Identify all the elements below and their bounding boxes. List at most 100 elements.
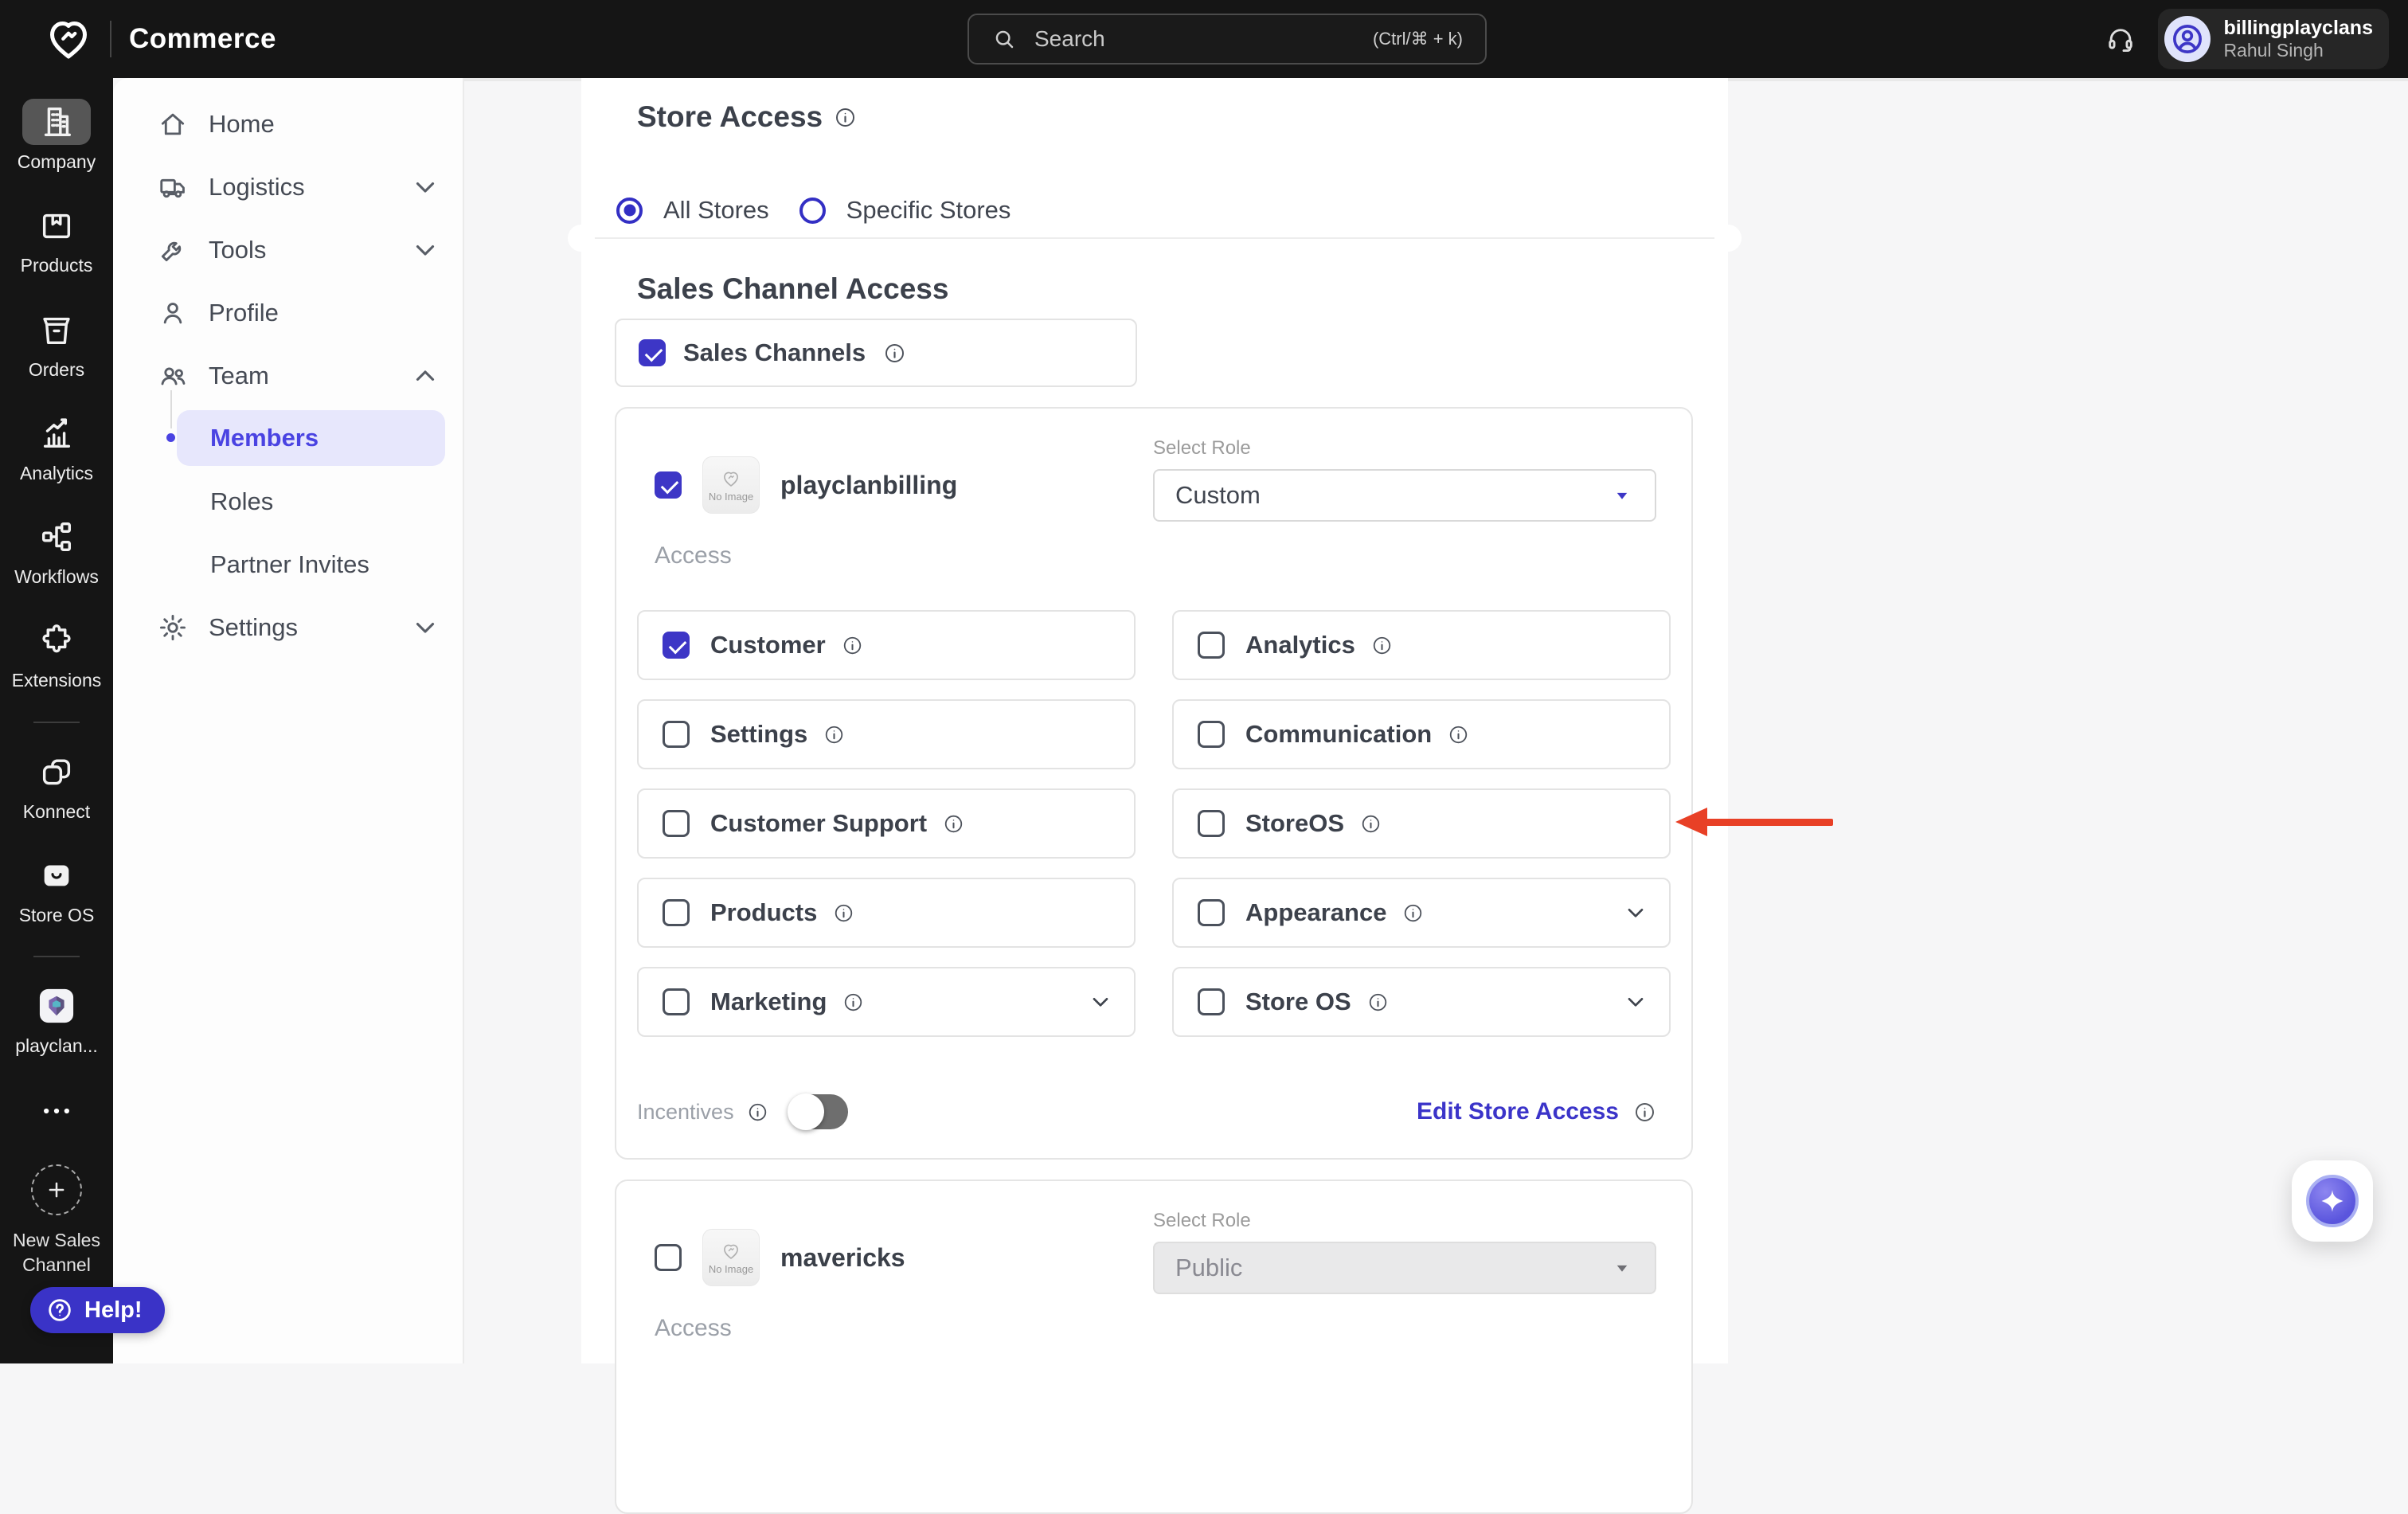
radio-all-stores[interactable]: All Stores — [616, 196, 769, 225]
permission-card[interactable]: Products — [637, 878, 1136, 948]
search-input[interactable] — [1034, 26, 1355, 52]
edit-store-access-label: Edit Store Access — [1417, 1098, 1619, 1125]
permission-card[interactable]: Customer Support — [637, 788, 1136, 859]
radio-label: All Stores — [663, 196, 769, 224]
info-icon[interactable] — [842, 635, 863, 656]
info-icon[interactable] — [833, 902, 854, 924]
permission-card[interactable]: Communication — [1172, 699, 1671, 769]
support-headset-icon[interactable] — [2105, 24, 2136, 54]
chevron-down-icon[interactable] — [410, 612, 440, 643]
permission-card[interactable]: Marketing — [637, 967, 1136, 1037]
sidebar-item[interactable]: Company — [0, 99, 113, 172]
sidebar-item[interactable]: Store OS — [0, 852, 113, 925]
sidebar-item[interactable]: Konnect — [0, 749, 113, 822]
permission-checkbox[interactable] — [1198, 632, 1225, 659]
nav-item[interactable]: Home — [113, 92, 463, 155]
permission-card[interactable]: Customer — [637, 610, 1136, 680]
info-icon[interactable] — [1360, 813, 1382, 835]
question-icon — [46, 1297, 73, 1324]
info-icon[interactable] — [943, 813, 964, 835]
edit-store-access-link[interactable]: Edit Store Access — [1417, 1098, 1656, 1125]
channel-checkbox[interactable] — [655, 1244, 682, 1271]
permission-checkbox[interactable] — [663, 632, 690, 659]
info-icon[interactable] — [1367, 992, 1389, 1013]
permission-card[interactable]: Store OS — [1172, 967, 1671, 1037]
permission-checkbox[interactable] — [663, 899, 690, 926]
permission-checkbox[interactable] — [1198, 988, 1225, 1015]
permission-card[interactable]: Appearance — [1172, 878, 1671, 948]
info-icon[interactable] — [1633, 1101, 1656, 1124]
info-icon[interactable] — [1371, 635, 1393, 656]
channel-card-playclanbilling: No Image playclanbilling Select Role Cus… — [615, 407, 1693, 1160]
sales-channels-checkbox[interactable] — [639, 339, 666, 366]
sidebar-item[interactable]: playclan... — [0, 983, 113, 1056]
assistant-fab[interactable] — [2292, 1160, 2373, 1242]
no-image-label: No Image — [708, 490, 754, 503]
user-menu[interactable]: billingplayclans Rahul Singh — [2158, 9, 2389, 69]
secondary-nav: Home Logistics Tools Profile Team M — [113, 78, 464, 1363]
permission-checkbox[interactable] — [1198, 810, 1225, 837]
brand: Commerce — [45, 0, 276, 78]
nav-item[interactable]: Settings — [113, 596, 463, 659]
nav-item[interactable]: Team — [113, 344, 463, 407]
info-icon[interactable] — [1402, 902, 1424, 924]
permission-checkbox[interactable] — [1198, 721, 1225, 748]
caret-down-icon — [1610, 483, 1634, 507]
permission-checkbox[interactable] — [663, 810, 690, 837]
role-select[interactable]: Custom — [1153, 469, 1656, 522]
incentives-toggle[interactable] — [787, 1093, 848, 1130]
ellipsis-icon — [39, 1093, 74, 1129]
playclan-app-icon — [38, 988, 75, 1024]
chevron-down-icon[interactable] — [410, 172, 440, 202]
select-role-label: Select Role — [1153, 437, 1251, 459]
info-icon[interactable] — [834, 106, 857, 129]
global-search[interactable]: (Ctrl/⌘ + k) — [968, 14, 1487, 65]
sales-channels-master-checkbox-row[interactable]: Sales Channels — [615, 319, 1137, 387]
sidebar-item[interactable]: Analytics — [0, 410, 113, 483]
nav-item-label: Tools — [209, 235, 267, 264]
permissions-grid: Customer Analytics Settings — [637, 610, 1671, 1037]
channel-thumbnail: No Image — [702, 456, 760, 514]
radio-specific-stores[interactable]: Specific Stores — [799, 196, 1010, 225]
permission-card[interactable]: StoreOS — [1172, 788, 1671, 859]
channel-checkbox[interactable] — [655, 471, 682, 499]
sidebar-item[interactable]: Orders — [0, 307, 113, 380]
permission-card[interactable]: Settings — [637, 699, 1136, 769]
permission-checkbox[interactable] — [1198, 899, 1225, 926]
sidebar-item[interactable]: Products — [0, 202, 113, 276]
info-icon[interactable] — [823, 724, 845, 745]
permission-checkbox[interactable] — [663, 721, 690, 748]
sparkle-circle — [2306, 1175, 2359, 1227]
sidebar-item-label: Company — [17, 152, 96, 172]
sidebar-item[interactable]: Workflows — [0, 514, 113, 587]
radio-unselected-icon[interactable] — [799, 197, 826, 224]
permission-label: Analytics — [1245, 631, 1355, 659]
nav-item[interactable]: Profile — [113, 281, 463, 344]
nav-item-label: Partner Invites — [210, 550, 369, 578]
permission-card[interactable]: Analytics — [1172, 610, 1671, 680]
sidebar-section-divider — [33, 956, 80, 958]
people-icon — [158, 361, 188, 391]
radio-selected-icon[interactable] — [616, 197, 643, 224]
nav-item[interactable]: Members — [177, 410, 445, 466]
nav-item[interactable]: Partner Invites — [113, 533, 463, 596]
nav-item[interactable]: Roles — [113, 470, 463, 533]
sidebar-more-button[interactable] — [39, 1093, 74, 1133]
help-button[interactable]: Help! — [30, 1287, 165, 1333]
info-icon[interactable] — [883, 342, 906, 365]
search-icon — [991, 26, 1017, 52]
chevron-up-icon[interactable] — [410, 361, 440, 391]
puzzle-icon — [38, 622, 75, 659]
nav-item[interactable]: Logistics — [113, 155, 463, 218]
new-sales-channel-button[interactable]: New Sales Channel — [9, 1164, 104, 1277]
chevron-down-icon[interactable] — [410, 235, 440, 265]
sidebar-item[interactable]: Extensions — [0, 617, 113, 690]
role-select-disabled[interactable]: Public — [1153, 1242, 1656, 1294]
person-icon — [158, 298, 188, 328]
permission-checkbox[interactable] — [663, 988, 690, 1015]
info-icon[interactable] — [747, 1101, 768, 1123]
nav-item[interactable]: Tools — [113, 218, 463, 281]
info-icon[interactable] — [1448, 724, 1469, 745]
heart-logo-icon — [721, 468, 741, 489]
info-icon[interactable] — [842, 992, 864, 1013]
